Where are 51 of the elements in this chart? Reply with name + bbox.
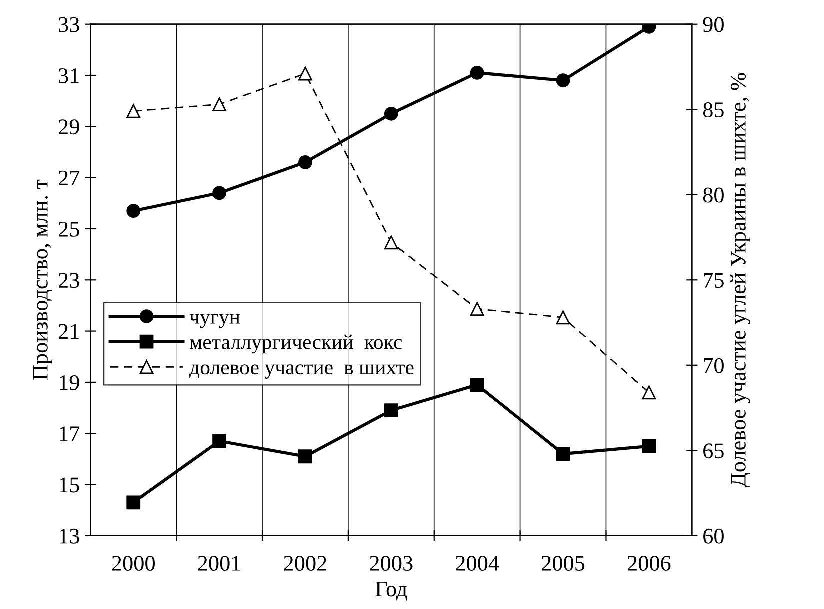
y-tick-label: 21 xyxy=(58,324,79,340)
point xyxy=(556,74,570,88)
x-tick-label: 2006 xyxy=(628,556,671,572)
point xyxy=(384,236,398,250)
point xyxy=(126,496,141,510)
x-tick-label: 2002 xyxy=(284,556,326,572)
point xyxy=(470,378,484,392)
point xyxy=(126,104,141,118)
point xyxy=(126,204,141,218)
legend-label: металлургический кокс xyxy=(190,334,402,354)
x-tick-label: 2000 xyxy=(112,556,155,572)
point xyxy=(298,450,312,464)
y2-tick-label: 75 xyxy=(704,273,724,288)
y-tick-label: 13 xyxy=(60,528,80,544)
y2-tick-label: 70 xyxy=(704,358,724,374)
point xyxy=(556,447,570,462)
x-tick-label: 2004 xyxy=(456,556,500,572)
y2-tick-label: 85 xyxy=(703,102,724,118)
point xyxy=(212,186,226,200)
y2-tick-label: 80 xyxy=(703,188,724,203)
point xyxy=(212,434,226,448)
y-tick-label: 15 xyxy=(60,478,80,493)
y-tick-label: 25 xyxy=(58,222,80,237)
y2-tick-label: 60 xyxy=(704,528,724,544)
point xyxy=(470,302,484,316)
y-tick-label: 23 xyxy=(58,273,80,288)
point xyxy=(642,386,656,400)
point xyxy=(384,106,398,121)
y-tick-label: 33 xyxy=(59,17,80,32)
x-tick-label: 2003 xyxy=(370,556,413,572)
y-tick-label: 27 xyxy=(58,170,80,186)
legend-label: чугун xyxy=(190,314,240,328)
x-axis-title: Год xyxy=(376,582,408,601)
point xyxy=(298,156,312,170)
y2-axis-title: Долевое участие углей Украины в шихте, % xyxy=(730,73,751,488)
point xyxy=(556,310,570,325)
y2-tick-label: 90 xyxy=(703,17,724,32)
point xyxy=(642,439,656,454)
y-tick-label: 29 xyxy=(58,120,80,135)
y-axis-title: Производство, млн. т xyxy=(33,180,52,380)
point xyxy=(298,66,312,81)
legend-label: долевое участие в шихте xyxy=(189,364,414,379)
point xyxy=(212,98,226,112)
x-tick-label: 2005 xyxy=(542,556,585,572)
point xyxy=(384,404,398,418)
y-tick-label: 17 xyxy=(60,426,80,442)
y-tick-label: 19 xyxy=(60,375,80,390)
y-tick-label: 31 xyxy=(59,68,79,84)
x-tick-label: 2001 xyxy=(198,556,240,572)
y2-tick-label: 65 xyxy=(704,444,724,459)
point xyxy=(470,66,484,80)
